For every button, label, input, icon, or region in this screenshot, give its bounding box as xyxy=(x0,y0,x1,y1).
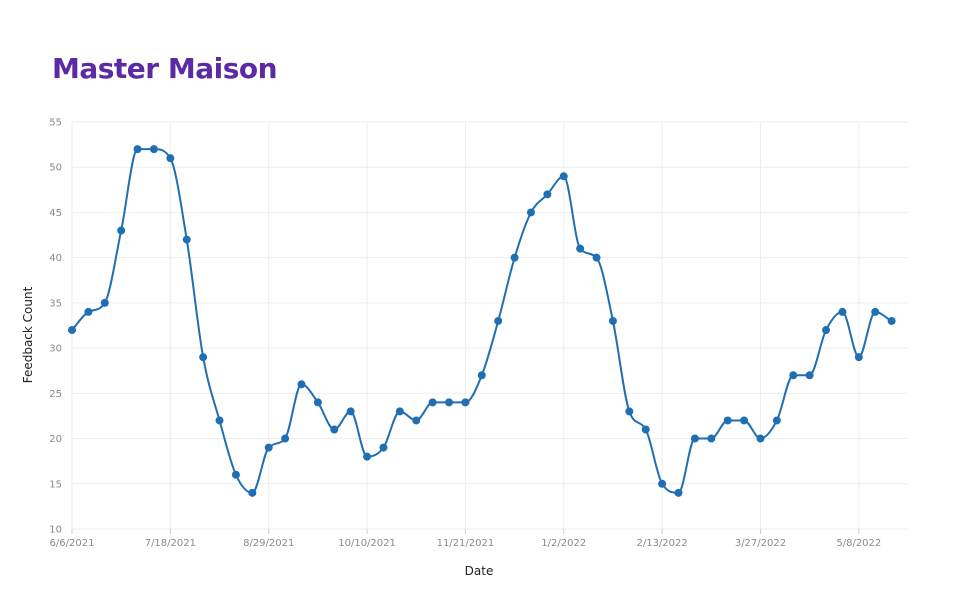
data-point[interactable] xyxy=(182,235,191,244)
data-point[interactable] xyxy=(641,425,650,434)
data-point[interactable] xyxy=(871,307,880,316)
data-point[interactable] xyxy=(68,326,76,335)
data-point[interactable] xyxy=(346,407,355,416)
data-point[interactable] xyxy=(625,407,634,416)
data-point[interactable] xyxy=(740,416,749,425)
data-point[interactable] xyxy=(559,172,568,181)
data-point[interactable] xyxy=(166,154,175,163)
data-point[interactable] xyxy=(149,145,158,154)
x-tick-label: 6/6/2021 xyxy=(50,538,95,549)
data-point[interactable] xyxy=(412,416,421,425)
data-point[interactable] xyxy=(674,488,683,497)
y-tick-label: 25 xyxy=(49,389,62,400)
data-point[interactable] xyxy=(281,434,290,443)
y-tick-label: 35 xyxy=(49,298,62,309)
x-axis-title: Date xyxy=(465,564,494,578)
data-point[interactable] xyxy=(543,190,552,199)
data-point[interactable] xyxy=(805,371,814,380)
data-point[interactable] xyxy=(461,398,470,407)
x-tick-label: 10/10/2021 xyxy=(338,538,396,549)
x-tick-label: 1/2/2022 xyxy=(541,538,586,549)
data-point[interactable] xyxy=(379,443,388,452)
y-tick-label: 50 xyxy=(49,163,62,174)
data-point[interactable] xyxy=(363,452,372,461)
data-point[interactable] xyxy=(494,316,503,325)
data-point[interactable] xyxy=(264,443,273,452)
x-tick-label: 3/27/2022 xyxy=(735,538,786,549)
data-point[interactable] xyxy=(838,307,847,316)
data-point[interactable] xyxy=(117,226,126,235)
data-point[interactable] xyxy=(445,398,454,407)
data-point[interactable] xyxy=(330,425,339,434)
data-point[interactable] xyxy=(723,416,732,425)
data-point[interactable] xyxy=(313,398,322,407)
data-point[interactable] xyxy=(510,253,519,262)
data-point[interactable] xyxy=(199,353,208,362)
data-point[interactable] xyxy=(887,316,896,325)
data-point[interactable] xyxy=(756,434,765,443)
y-tick-label: 10 xyxy=(49,525,62,536)
data-point[interactable] xyxy=(248,488,257,497)
data-point[interactable] xyxy=(215,416,224,425)
data-point[interactable] xyxy=(231,470,240,479)
y-tick-label: 30 xyxy=(49,344,62,355)
data-point[interactable] xyxy=(428,398,437,407)
grid-lines xyxy=(71,121,908,534)
data-point[interactable] xyxy=(690,434,699,443)
y-tick-label: 40 xyxy=(49,253,62,264)
data-point[interactable] xyxy=(297,380,306,389)
y-tick-label: 20 xyxy=(49,434,62,445)
x-tick-label: 2/13/2022 xyxy=(636,538,687,549)
series-line xyxy=(71,148,893,494)
data-point[interactable] xyxy=(789,371,798,380)
chart-title: Master Maison xyxy=(52,52,278,85)
data-point[interactable] xyxy=(854,353,863,362)
data-point[interactable] xyxy=(395,407,404,416)
data-point[interactable] xyxy=(576,244,585,253)
data-point[interactable] xyxy=(133,145,142,154)
data-point[interactable] xyxy=(658,479,667,488)
y-tick-label: 55 xyxy=(49,118,62,129)
data-point[interactable] xyxy=(772,416,781,425)
x-axis-ticks: 6/6/2021 7/18/2021 8/29/2021 10/10/2021 11/2… xyxy=(50,538,882,549)
x-tick-label: 11/21/2021 xyxy=(437,538,495,549)
x-tick-label: 8/29/2021 xyxy=(243,538,294,549)
y-axis-title: Feedback Count xyxy=(21,286,35,383)
y-axis-ticks: 10 15 20 25 30 35 40 45 50 55 xyxy=(49,118,62,536)
data-point[interactable] xyxy=(707,434,716,443)
x-tick-label: 7/18/2021 xyxy=(145,538,196,549)
data-point[interactable] xyxy=(822,326,831,335)
y-tick-label: 15 xyxy=(49,479,62,490)
data-point[interactable] xyxy=(592,253,601,262)
x-tick-label: 5/8/2022 xyxy=(836,538,881,549)
data-point[interactable] xyxy=(477,371,486,380)
data-points xyxy=(68,145,896,497)
data-point[interactable] xyxy=(100,298,109,307)
data-point[interactable] xyxy=(608,316,617,325)
data-point[interactable] xyxy=(526,208,535,217)
y-tick-label: 45 xyxy=(49,208,62,219)
data-point[interactable] xyxy=(84,307,93,316)
